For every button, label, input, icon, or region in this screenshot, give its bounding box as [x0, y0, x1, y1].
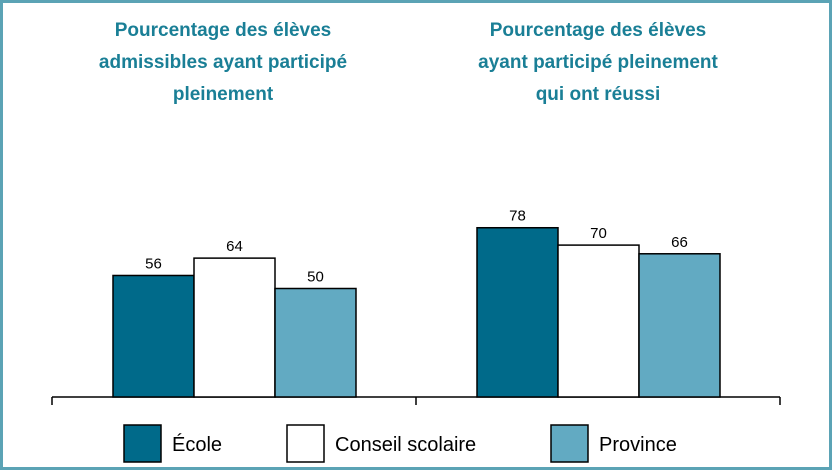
legend-label: Province [599, 434, 677, 456]
legend-label: Conseil scolaire [335, 434, 476, 456]
value-label: 78 [509, 208, 526, 225]
plot: 56 64 50 78 70 66 École Conseil scolaire Provinc… [51, 208, 781, 463]
bar [193, 257, 276, 398]
legend-swatch [550, 424, 589, 463]
legend-swatch [123, 424, 162, 463]
legend-swatch [286, 424, 325, 463]
value-label: 70 [590, 225, 607, 242]
bar [112, 274, 195, 398]
value-label: 50 [307, 269, 324, 286]
value-label: 66 [671, 234, 688, 251]
group-title: Pourcentage des élèves admissibles ayant… [98, 20, 348, 105]
value-label: 56 [145, 255, 162, 272]
bar [638, 253, 721, 398]
group-title: Pourcentage des élèves ayant participé p… [478, 20, 718, 105]
bar [274, 287, 357, 398]
bar [557, 244, 640, 398]
bar [476, 226, 559, 398]
value-label: 64 [226, 238, 243, 255]
legend-label: École [172, 433, 222, 456]
